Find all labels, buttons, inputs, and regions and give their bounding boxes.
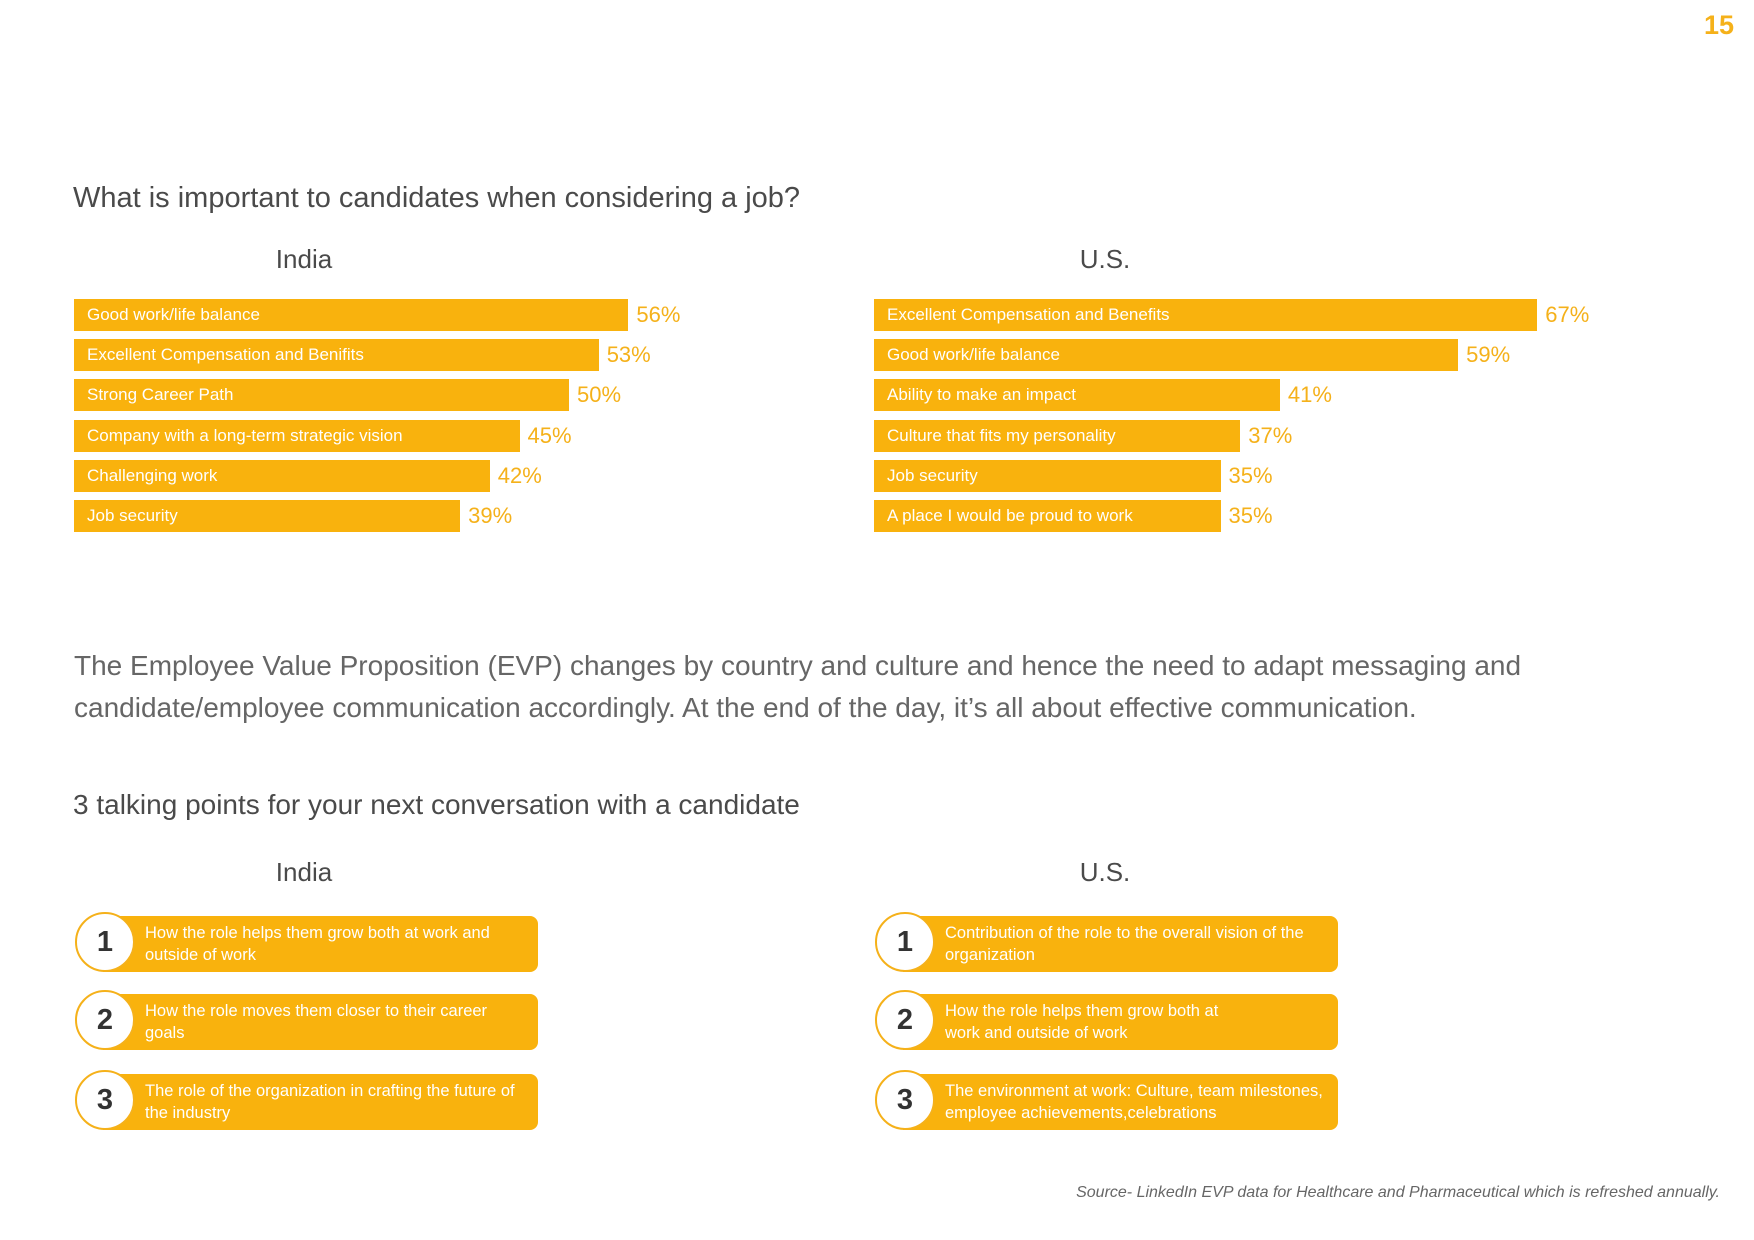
section-title-talking-points: 3 talking points for your next conversat…: [73, 789, 800, 820]
chart-header-us: U.S.: [1079, 244, 1131, 274]
talking-point-box: [903, 1074, 1338, 1130]
bar: [74, 299, 629, 331]
talking-point-box: [103, 1074, 538, 1130]
bar: [74, 379, 569, 412]
source-note: Source- LinkedIn EVP data for Healthcare…: [1076, 1184, 1720, 1201]
section-title-importance: What is important to candidates when con…: [73, 182, 801, 214]
talking-points-header-india: India: [275, 857, 333, 887]
number-badge: 2: [75, 990, 135, 1050]
talking-point-text: The role of the organization in crafting…: [145, 1082, 515, 1122]
bar-value-label: 37%: [1248, 422, 1293, 448]
bar-value-label: 35%: [1228, 503, 1273, 528]
bar-chart-india: Good work/life balance 56% Excellent Compe…: [74, 299, 794, 539]
bar: [874, 500, 1221, 532]
number-badge: 1: [875, 912, 935, 972]
bar-value-label: 41%: [1287, 382, 1332, 408]
talking-point-us-1: Contribution of the role to the overall …: [875, 912, 1338, 972]
bar: [74, 419, 520, 452]
talking-point-us-3: The environment at work: Culture, team m…: [875, 1070, 1338, 1130]
talking-point-box: [103, 916, 538, 972]
talking-point-box: [103, 994, 538, 1050]
talking-point-text: How the role moves them closer to their …: [145, 1002, 488, 1042]
bar-category-label: Excellent Compensation and Benifits: [87, 345, 364, 365]
talking-point-text: How the role helps them grow both at wor…: [145, 924, 490, 964]
evp-paragraph-line-1: The Employee Value Proposition (EVP) cha…: [74, 650, 1522, 681]
number-badge: 2: [875, 990, 935, 1050]
talking-point-text: The environment at work: Culture, team m…: [945, 1082, 1323, 1122]
bar-category-label: Ability to make an impact: [887, 385, 1076, 405]
bar-value-label: 67%: [1545, 302, 1590, 327]
bar: [874, 419, 1241, 452]
bar-value-label: 42%: [497, 462, 542, 488]
bar: [74, 500, 461, 532]
talking-point-india-2: How the role moves them closer to their …: [75, 990, 538, 1050]
number-badge: 1: [75, 912, 135, 972]
bar-category-label: Culture that fits my personality: [887, 425, 1116, 445]
bar-value-label: 35%: [1228, 462, 1273, 488]
chart-header-india: India: [275, 244, 333, 274]
bar: [874, 339, 1459, 372]
talking-point-box: [903, 916, 1338, 972]
bar-value-label: 45%: [527, 422, 572, 448]
bar: [874, 459, 1221, 492]
talking-point-india-3: The role of the organization in crafting…: [75, 1070, 538, 1130]
bar-category-label: Good work/life balance: [87, 305, 260, 324]
talking-point-india-1: How the role helps them grow both at wor…: [75, 912, 538, 972]
talking-point-us-2: How the role helps them grow both at wor…: [875, 990, 1338, 1050]
bar: [74, 459, 490, 492]
bar-category-label: Job security: [887, 465, 978, 485]
bar-chart-us: Excellent Compensation and Benefits 67% Go…: [874, 299, 1674, 539]
bar-value-label: 53%: [606, 342, 651, 368]
talking-point-text: How the role helps them grow both at wor…: [945, 1002, 1219, 1042]
bar-value-label: 56%: [636, 302, 681, 327]
talking-point-text: Contribution of the role to the overall …: [945, 924, 1304, 964]
bar-category-label: Company with a long-term strategic visio…: [87, 425, 403, 445]
evp-paragraph: The Employee Value Proposition (EVP) cha…: [74, 645, 1574, 729]
bar-value-label: 39%: [468, 503, 513, 528]
bar-category-label: A place I would be proud to work: [887, 506, 1133, 525]
number-badge: 3: [75, 1070, 135, 1130]
page-number: 15: [1703, 10, 1734, 40]
bar-category-label: Excellent Compensation and Benefits: [887, 305, 1170, 324]
bar-category-label: Strong Career Path: [87, 385, 234, 405]
bar-value-label: 59%: [1466, 342, 1511, 368]
bar-category-label: Good work/life balance: [887, 345, 1060, 365]
bar-value-label: 50%: [577, 382, 622, 408]
talking-point-box: [903, 994, 1338, 1050]
evp-paragraph-line-2: candidate/employee communication accordi…: [74, 692, 1417, 723]
bar-category-label: Challenging work: [87, 465, 218, 485]
bar: [874, 379, 1280, 412]
bar: [74, 339, 599, 372]
bar: [874, 299, 1538, 331]
talking-points-header-us: U.S.: [1079, 857, 1131, 887]
bar-category-label: Job security: [87, 506, 178, 525]
number-badge: 3: [875, 1070, 935, 1130]
